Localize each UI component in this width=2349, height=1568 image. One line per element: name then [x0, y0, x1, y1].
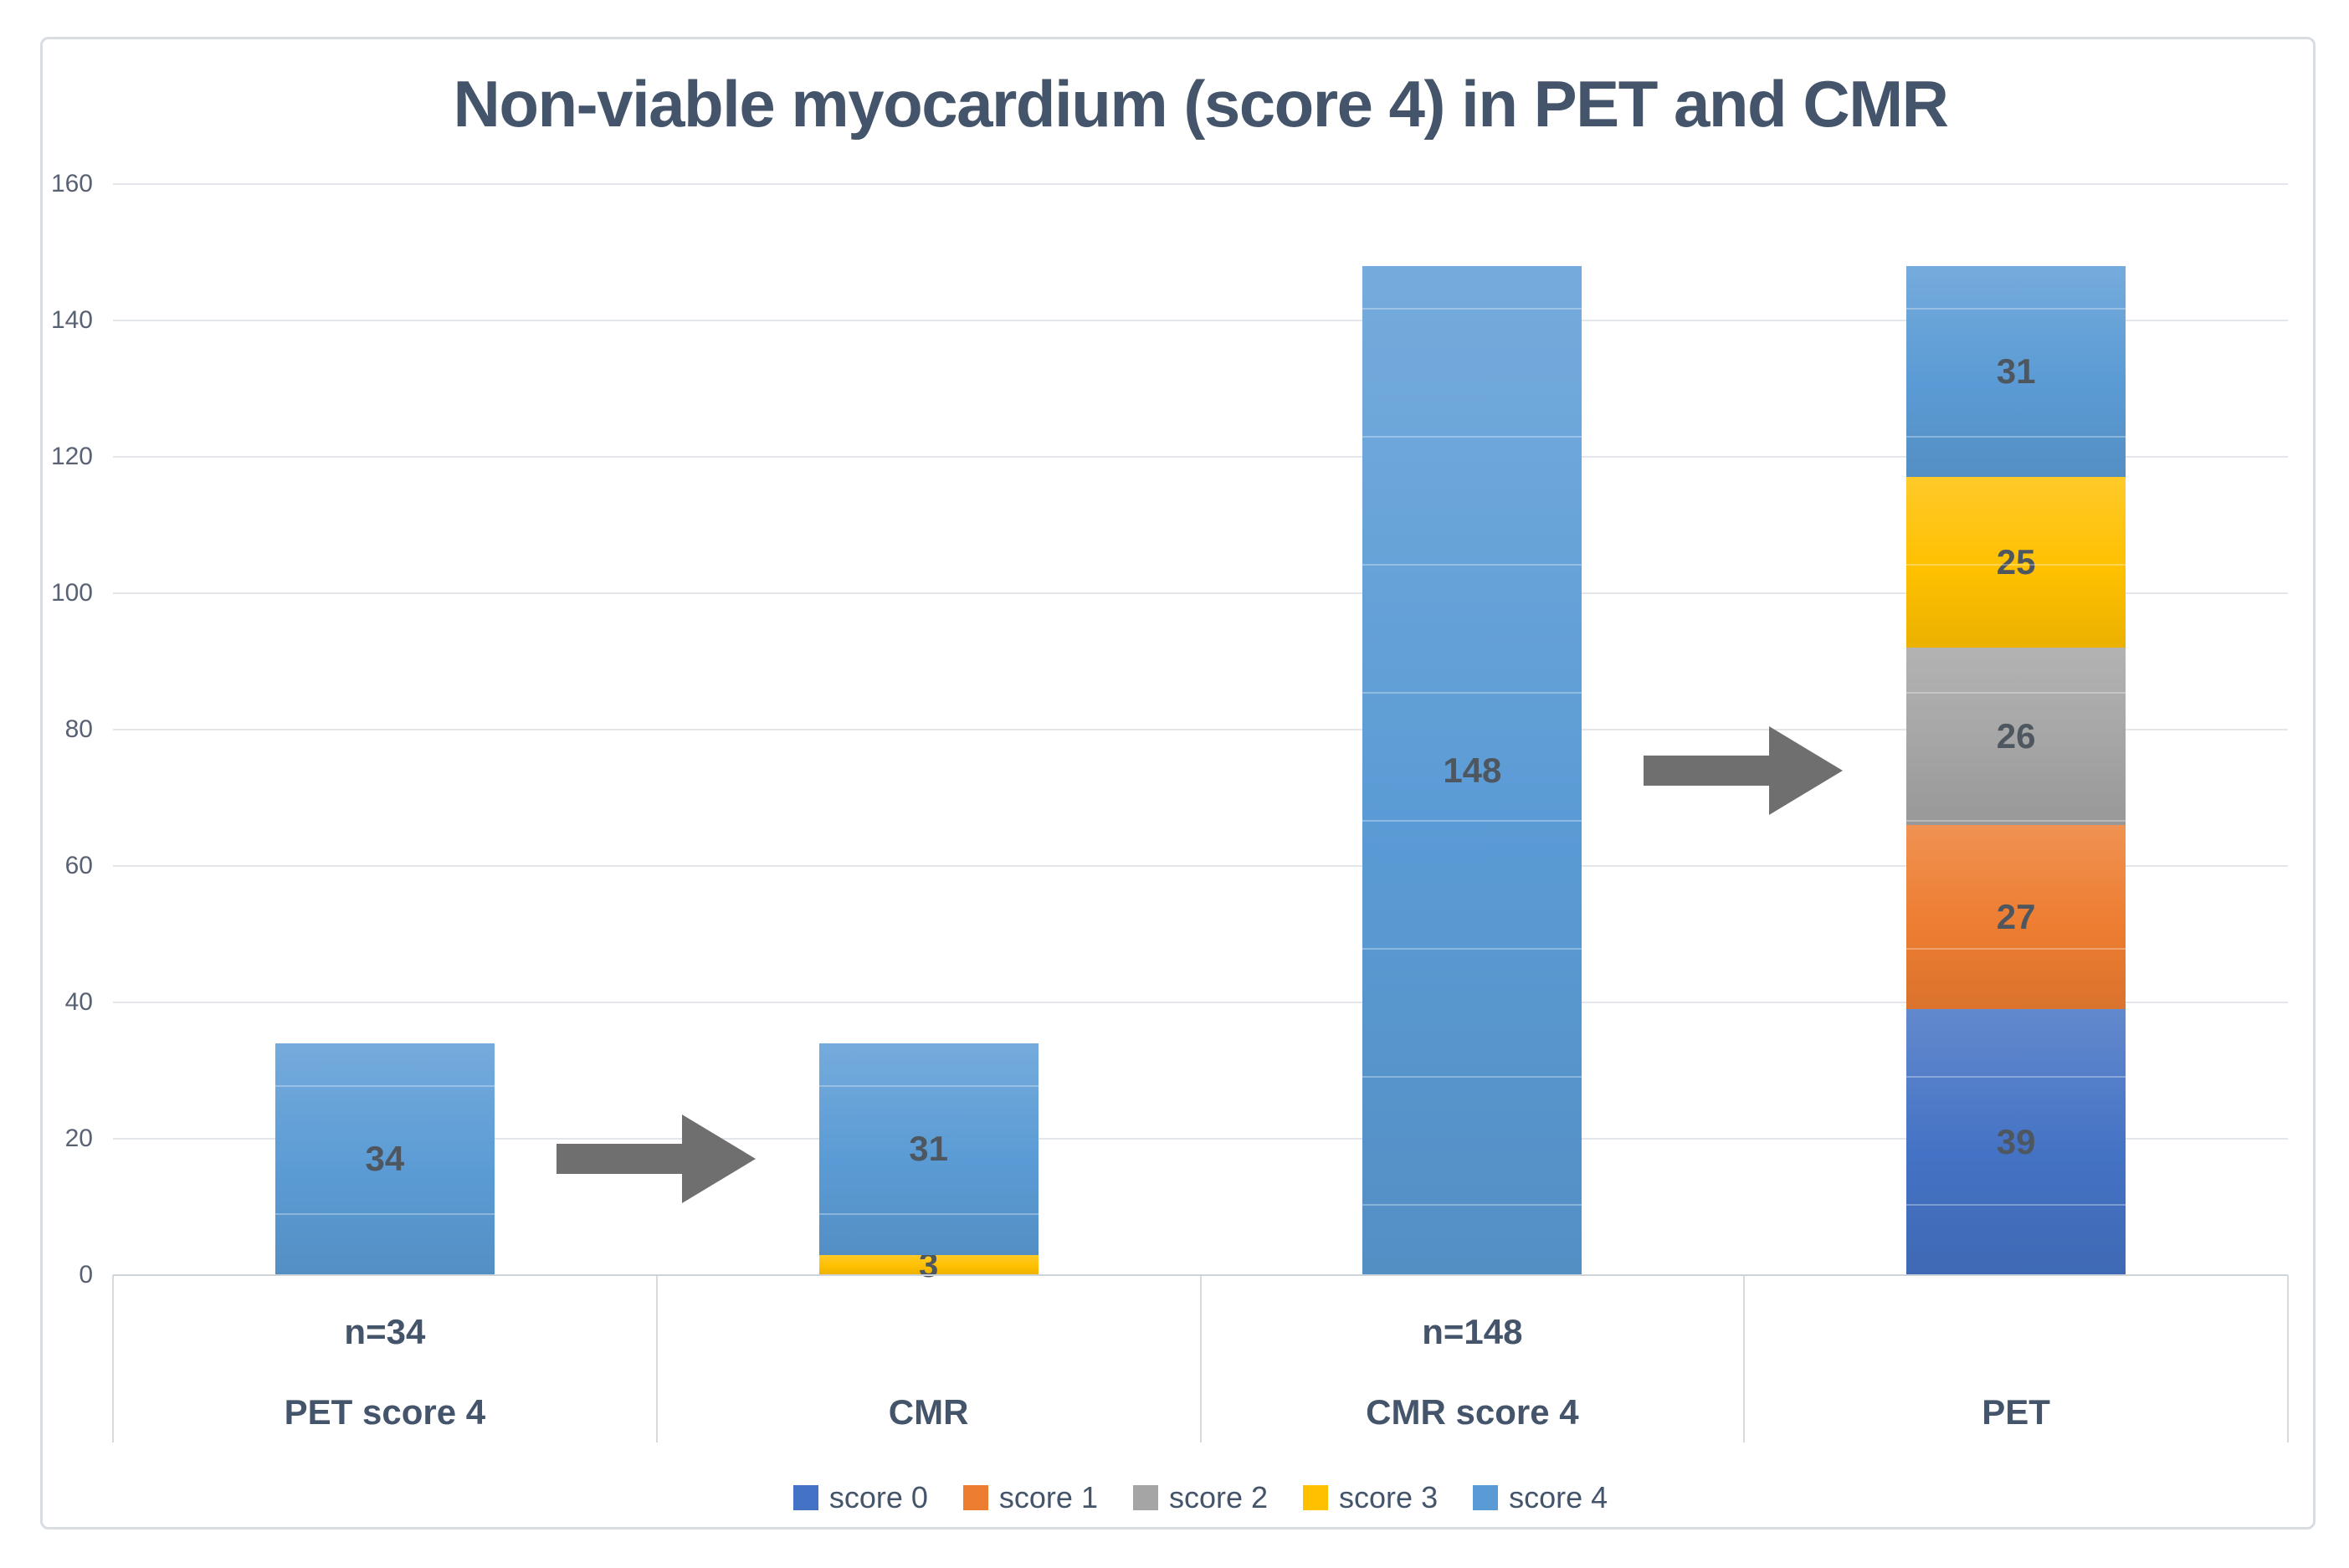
data-label: 27	[1996, 897, 2036, 937]
arrow-icon	[556, 1112, 757, 1206]
y-tick-label: 40	[64, 988, 93, 1016]
data-label: 25	[1996, 542, 2036, 582]
y-tick-label: 0	[79, 1261, 93, 1289]
legend-swatch	[1473, 1485, 1499, 1510]
category-divider	[2287, 1275, 2289, 1442]
bar-segment-score-3: 25	[1906, 477, 2126, 648]
legend-label: score 2	[1168, 1480, 1269, 1514]
gridline	[113, 183, 2288, 185]
y-tick-label: 60	[64, 852, 93, 879]
legend-label: score 3	[1339, 1480, 1439, 1514]
bar-segment-score-3: 3	[818, 1245, 1039, 1284]
legend-swatch	[1303, 1485, 1329, 1510]
legend-item: score 4	[1473, 1480, 1608, 1515]
bar-segment-score-4: 34	[274, 1043, 495, 1275]
chart-title: Non-viable myocardium (score 4) in PET a…	[453, 66, 1949, 141]
gridline	[113, 865, 2288, 867]
data-label: 31	[1996, 351, 2036, 392]
category-divider	[1743, 1275, 1746, 1442]
data-label: 148	[1443, 750, 1502, 790]
data-label: 39	[1996, 1122, 2036, 1162]
y-tick-label: 160	[50, 170, 93, 197]
legend: score 0 score 1 score 2 score 3 score 4	[113, 1473, 2288, 1523]
y-tick-label: 100	[50, 579, 93, 607]
legend-label: score 0	[828, 1480, 928, 1514]
bar-segment-score-4: 148	[1362, 265, 1582, 1275]
gridline	[113, 1002, 2288, 1003]
legend-label: score 1	[998, 1480, 1098, 1514]
data-label: 34	[365, 1139, 405, 1179]
category-label: CMR score 4	[1366, 1392, 1579, 1432]
y-tick-label: 140	[50, 306, 93, 334]
group-label: n=34	[344, 1312, 426, 1351]
category-label: PET	[1982, 1392, 2050, 1432]
legend-item: score 0	[792, 1480, 928, 1515]
category-label: PET score 4	[284, 1392, 486, 1432]
arrow-icon	[1644, 724, 1844, 817]
category-divider	[655, 1275, 658, 1442]
gridline	[113, 320, 2288, 321]
legend-swatch	[1132, 1485, 1158, 1510]
legend-item: score 3	[1303, 1480, 1438, 1515]
y-tick-label: 120	[50, 443, 93, 470]
bar-segment-score-4: 31	[1906, 265, 2126, 478]
legend-item: score 2	[1132, 1480, 1269, 1515]
gridline	[113, 729, 2288, 730]
category-divider	[112, 1275, 114, 1442]
category-label: CMR	[888, 1392, 969, 1432]
bar-segment-score-2: 26	[1906, 648, 2126, 826]
y-tick-label: 80	[64, 715, 93, 743]
x-axis-line	[113, 1274, 2288, 1276]
legend-swatch	[792, 1485, 818, 1510]
bar-segment-score-4: 31	[818, 1043, 1039, 1255]
y-tick-label: 20	[64, 1125, 93, 1152]
category-divider	[1199, 1275, 1202, 1442]
legend-swatch	[962, 1485, 988, 1510]
data-label: 31	[909, 1129, 948, 1169]
legend-item: score 1	[962, 1480, 1098, 1515]
bar-segment-score-1: 27	[1906, 825, 2126, 1010]
group-label: n=148	[1422, 1312, 1523, 1351]
gridline	[113, 456, 2288, 458]
data-label: 26	[1996, 716, 2036, 756]
gridline	[113, 592, 2288, 594]
legend-label: score 4	[1509, 1480, 1608, 1514]
bar-segment-score-0: 39	[1906, 1009, 2126, 1275]
gridline	[113, 1138, 2288, 1140]
